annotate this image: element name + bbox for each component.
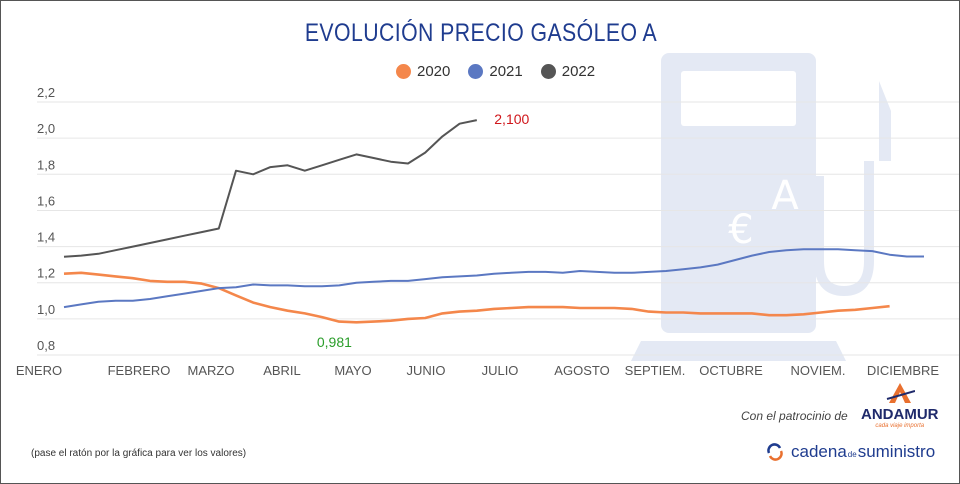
y-tick-label: 0,8 (37, 338, 55, 353)
logo-part: cadena (791, 442, 847, 461)
y-tick-label: 1,2 (37, 266, 55, 281)
logo-part: suministro (857, 442, 936, 461)
legend-label: 2020 (417, 63, 451, 80)
y-tick-label: 2,0 (37, 121, 55, 136)
sponsor-text: Con el patrocinio de (741, 409, 848, 423)
x-tick-label: AGOSTO (554, 363, 609, 378)
cadena-suministro-logo[interactable]: cadena de suministro (765, 442, 935, 462)
legend-item-2020[interactable]: 2020 (396, 63, 450, 80)
andamur-a-icon (886, 383, 916, 403)
x-tick-label: NOVIEM. (791, 363, 846, 378)
y-tick-label: 1,8 (37, 157, 55, 172)
series-line-2021[interactable] (63, 248, 924, 309)
legend: 2020 2021 2022 (396, 63, 595, 80)
pump-watermark-icon: € A (631, 53, 891, 361)
legend-item-2022[interactable]: 2022 (540, 63, 596, 80)
x-tick-label: JUNIO (407, 363, 446, 378)
y-tick-label: 1,4 (37, 230, 55, 245)
hover-hint: (pase el ratón por la gráfica para ver l… (31, 448, 247, 459)
x-tick-label: ABRIL (263, 363, 301, 378)
andamur-name: ANDAMUR (861, 406, 939, 423)
y-tick-label: 2,2 (37, 85, 55, 100)
series-line-2020[interactable] (63, 271, 890, 324)
x-tick-label: OCTUBRE (699, 363, 763, 378)
max-value-label: 2,100 (494, 111, 529, 127)
andamur-tagline: cada viaje importa (875, 423, 925, 429)
x-tick-label: SEPTIEM. (625, 363, 686, 378)
x-tick-label: JULIO (482, 363, 519, 378)
legend-swatch (468, 64, 484, 79)
legend-label: 2022 (561, 63, 596, 80)
x-tick-label: MAYO (334, 363, 371, 378)
legend-swatch (540, 64, 556, 79)
x-tick-label: DICIEMBRE (867, 363, 940, 378)
svg-text:A: A (771, 173, 799, 219)
min-value-label: 0,981 (317, 334, 352, 350)
y-tick-label: 1,0 (37, 302, 55, 317)
x-tick-label: MARZO (188, 363, 235, 378)
svg-text:€: € (728, 207, 753, 253)
y-tick-label: 1,6 (37, 193, 55, 208)
x-tick-label: ENERO (16, 363, 62, 378)
legend-label: 2021 (489, 63, 523, 80)
legend-swatch (396, 64, 411, 79)
cycle-arrows-icon (767, 443, 783, 461)
legend-item-2021[interactable]: 2021 (468, 63, 523, 80)
andamur-logo[interactable]: ANDAMUR cada viaje importa (861, 383, 939, 429)
series-line-2022[interactable] (63, 119, 478, 258)
chart-title: EVOLUCIÓN PRECIO GASÓLEO A (304, 19, 658, 47)
x-tick-label: FEBRERO (108, 363, 171, 378)
logo-part: de (847, 450, 857, 459)
